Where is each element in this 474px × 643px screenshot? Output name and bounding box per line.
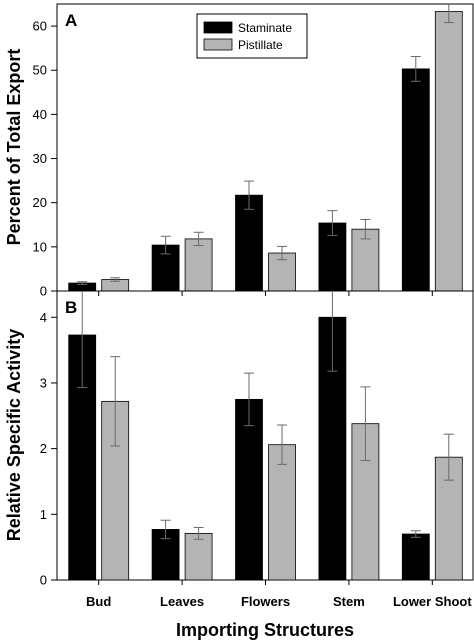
y-tick-label: 3	[40, 375, 47, 390]
y-axis-title: Relative Specific Activity	[4, 329, 24, 541]
x-category-label: Flowers	[241, 594, 290, 609]
y-tick-label: 1	[40, 507, 47, 522]
x-category-label: Stem	[333, 594, 365, 609]
bar-staminate-flowers	[235, 194, 263, 292]
x-category-label: Leaves	[160, 594, 204, 609]
y-tick-label: 50	[33, 63, 47, 78]
y-tick-label: 0	[40, 284, 47, 299]
bar-staminate-lower-shoot	[401, 533, 430, 581]
panel-a-chart: 0 10 20 30 40 50 60 A Percent of Total Export Sta…	[4, 3, 474, 299]
legend-label-pistillate: Pistillate	[238, 38, 283, 52]
x-axis-title: Importing Structures	[176, 620, 354, 640]
y-tick-label: 2	[40, 441, 47, 456]
bar-pistillate-flowers	[268, 444, 296, 581]
bar-staminate-flowers	[235, 398, 263, 581]
legend	[196, 13, 308, 59]
x-category-label: Lower Shoot	[393, 594, 472, 609]
bar-pistillate-leaves	[184, 532, 213, 581]
y-tick-label: 0	[40, 573, 47, 588]
x-category-label: Bud	[86, 594, 111, 609]
y-tick-label: 60	[33, 19, 47, 34]
panel-letter: B	[65, 298, 77, 317]
legend-label-staminate: Staminate	[238, 21, 292, 35]
bar-pistillate-lower-shoot	[434, 11, 463, 292]
panel-b-chart: 0 1 2 3 4 B Relative Specific Activity Bud Leave…	[4, 290, 474, 609]
panel-letter: A	[65, 11, 77, 30]
y-tick-label: 20	[33, 195, 47, 210]
legend-swatch-staminate	[203, 21, 233, 34]
bar-pistillate-leaves	[184, 238, 213, 292]
y-axis-title: Percent of Total Export	[4, 49, 24, 246]
bar-staminate-lower-shoot	[401, 68, 430, 292]
y-tick-label: 30	[33, 151, 47, 166]
bar-pistillate-stem	[351, 228, 380, 292]
y-tick-label: 10	[33, 239, 47, 254]
y-tick-label: 40	[33, 107, 47, 122]
y-tick-label: 4	[40, 310, 47, 325]
legend-swatch-pistillate	[203, 38, 233, 51]
